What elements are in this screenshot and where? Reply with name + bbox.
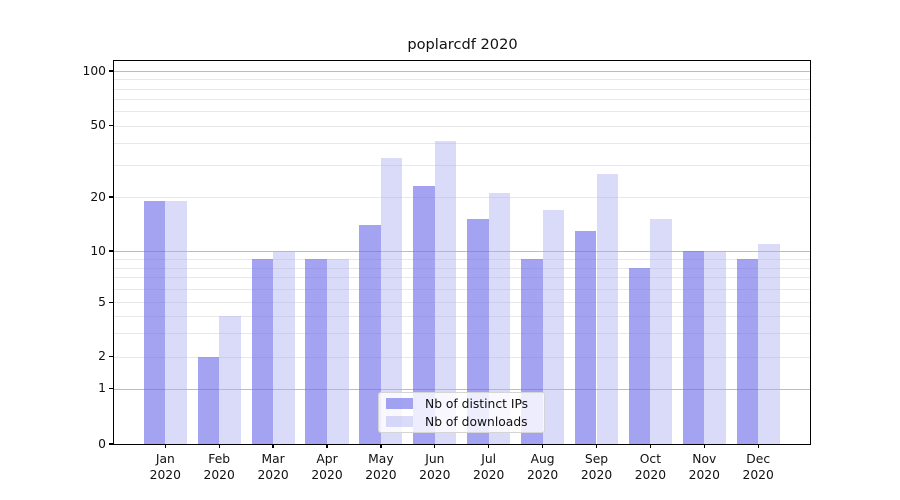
bar-downloads	[273, 251, 295, 444]
x-tick-label: Jun 2020	[419, 452, 451, 482]
x-tick-label: Feb 2020	[203, 452, 235, 482]
minor-gridline	[113, 197, 811, 198]
bar-downloads	[758, 243, 780, 444]
legend-item-distinct-ips: Nb of distinct IPs	[386, 396, 536, 411]
bar-distinct-ips	[413, 186, 435, 444]
legend-item-downloads: Nb of downloads	[386, 414, 536, 429]
bar-distinct-ips	[574, 230, 597, 444]
minor-gridline	[113, 88, 811, 90]
bar-distinct-ips	[467, 219, 489, 444]
minor-gridline	[113, 111, 811, 113]
minor-gridline	[113, 356, 811, 358]
bar-downloads	[650, 219, 672, 444]
legend-label-downloads: Nb of downloads	[425, 414, 528, 429]
x-tick-mark	[757, 444, 759, 448]
bar-downloads	[542, 209, 565, 444]
minor-gridline	[113, 315, 811, 317]
x-tick-label: Jan 2020	[149, 452, 181, 482]
bar-downloads	[434, 141, 457, 444]
x-tick-label: Aug 2020	[526, 452, 559, 482]
major-gridline	[113, 388, 811, 390]
bar-downloads	[380, 158, 403, 444]
minor-gridline	[113, 277, 811, 279]
x-tick-mark	[595, 444, 598, 448]
major-gridline	[113, 251, 811, 252]
x-tick-label: Apr 2020	[311, 452, 343, 482]
bar-distinct-ips	[682, 251, 705, 444]
minor-gridline	[113, 258, 811, 260]
y-tick-mark	[109, 443, 114, 445]
x-tick-mark	[218, 444, 220, 448]
y-tick-label: 50	[90, 118, 106, 133]
minor-gridline	[113, 267, 811, 269]
x-tick-label: Nov 2020	[688, 452, 720, 482]
bar-distinct-ips	[251, 258, 274, 444]
x-tick-label: May 2020	[365, 452, 397, 482]
legend-swatch-distinct-ips	[386, 397, 413, 410]
x-tick-label: Dec 2020	[742, 452, 774, 482]
minor-gridline	[113, 99, 811, 101]
minor-gridline	[113, 79, 811, 81]
minor-gridline	[113, 332, 811, 334]
minor-gridline	[113, 143, 811, 145]
y-tick-label: 10	[90, 243, 106, 258]
chart-title: poplarcdf 2020	[407, 36, 518, 53]
x-tick-mark	[703, 444, 705, 448]
bar-distinct-ips	[359, 224, 381, 444]
x-tick-mark	[380, 444, 382, 448]
y-tick-mark	[109, 70, 114, 72]
legend-label-distinct-ips: Nb of distinct IPs	[425, 396, 529, 411]
x-tick-label: Oct 2020	[634, 452, 667, 482]
y-tick-mark	[109, 125, 114, 127]
y-tick-label: 1	[98, 381, 106, 395]
x-tick-label: Jul 2020	[473, 452, 505, 482]
y-tick-label: 5	[98, 294, 106, 309]
bar-distinct-ips	[143, 200, 166, 444]
y-tick-mark	[109, 250, 114, 252]
y-tick-mark	[109, 356, 114, 358]
x-tick-mark	[326, 444, 328, 448]
legend: Nb of distinct IPs Nb of downloads	[378, 392, 545, 433]
bar-distinct-ips	[736, 258, 759, 444]
bar-downloads	[327, 258, 349, 444]
y-tick-mark	[109, 387, 114, 390]
y-tick-mark	[109, 301, 114, 303]
bar-distinct-ips	[628, 267, 651, 444]
legend-swatch-downloads	[386, 415, 413, 428]
y-tick-label: 100	[82, 63, 106, 78]
y-tick-mark	[109, 196, 114, 198]
x-tick-label: Mar 2020	[257, 452, 289, 482]
bar-downloads	[488, 193, 511, 444]
bar-downloads	[165, 200, 187, 444]
x-tick-mark	[541, 444, 544, 448]
minor-gridline	[113, 288, 811, 290]
x-tick-label: Sep 2020	[580, 452, 613, 482]
bar-downloads	[219, 315, 241, 444]
bar-distinct-ips	[305, 258, 327, 444]
x-tick-mark	[272, 444, 274, 448]
bar-downloads	[596, 173, 619, 444]
x-tick-mark	[649, 444, 652, 448]
minor-gridline	[113, 302, 811, 304]
y-tick-label: 0	[98, 436, 106, 451]
x-tick-mark	[488, 444, 490, 448]
x-tick-mark	[164, 444, 166, 448]
minor-gridline	[113, 125, 811, 127]
y-tick-label: 20	[90, 189, 106, 204]
bar-downloads	[704, 251, 726, 444]
bar-distinct-ips	[197, 356, 220, 444]
y-tick-label: 2	[98, 349, 106, 364]
major-gridline	[113, 71, 811, 72]
x-tick-mark	[434, 444, 436, 448]
minor-gridline	[113, 165, 811, 167]
